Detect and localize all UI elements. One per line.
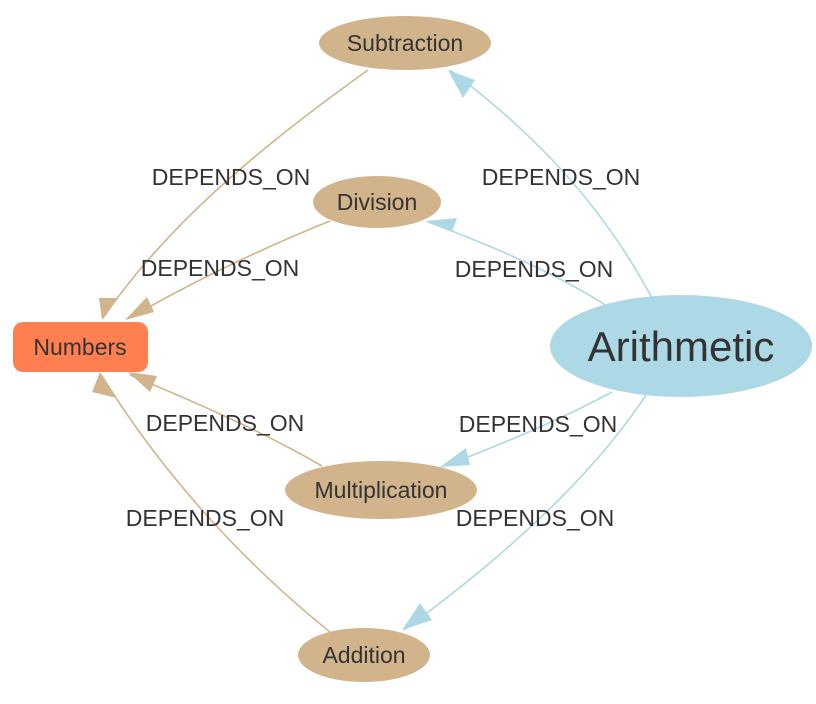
edge-label-addition-numbers: DEPENDS_ON — [126, 505, 284, 531]
node-label-numbers: Numbers — [33, 334, 126, 360]
node-subtraction[interactable]: Subtraction — [319, 16, 491, 70]
arrowhead-icon — [448, 70, 475, 98]
arrowhead-icon — [128, 372, 157, 392]
arrowhead-icon — [125, 297, 154, 320]
edge-label-arithmetic-subtraction: DEPENDS_ON — [482, 164, 640, 190]
arrowhead-icon — [99, 298, 118, 320]
node-label-subtraction: Subtraction — [347, 30, 463, 56]
node-numbers[interactable]: Numbers — [13, 322, 148, 372]
arrowhead-icon — [402, 603, 432, 630]
node-label-division: Division — [337, 189, 418, 215]
edge-label-multiplication-numbers: DEPENDS_ON — [146, 410, 304, 436]
edge-addition-to-numbers — [92, 372, 331, 633]
edge-multiplication-to-numbers — [128, 372, 323, 467]
edge-subtraction-to-numbers — [99, 69, 369, 320]
edge-arithmetic-to-division — [425, 218, 611, 309]
edge-label-subtraction-numbers: DEPENDS_ON — [152, 164, 310, 190]
node-label-addition: Addition — [322, 642, 405, 668]
arrowhead-icon — [92, 372, 117, 398]
arrowhead-icon — [425, 218, 457, 232]
edge-division-to-numbers — [125, 220, 331, 320]
edge-arithmetic-to-subtraction — [448, 69, 654, 301]
edge-arithmetic-to-multiplication — [440, 391, 613, 467]
node-arithmetic[interactable]: Arithmetic — [550, 295, 812, 397]
arrowhead-icon — [440, 448, 470, 467]
node-addition[interactable]: Addition — [298, 628, 430, 682]
node-multiplication[interactable]: Multiplication — [285, 461, 477, 519]
edge-label-arithmetic-addition: DEPENDS_ON — [456, 505, 614, 531]
node-label-arithmetic: Arithmetic — [588, 323, 775, 370]
node-division[interactable]: Division — [313, 176, 441, 228]
edge-label-arithmetic-multiplication: DEPENDS_ON — [459, 411, 617, 437]
edge-label-arithmetic-division: DEPENDS_ON — [455, 256, 613, 282]
node-label-multiplication: Multiplication — [315, 477, 448, 503]
edge-arithmetic-to-addition — [402, 394, 647, 631]
edge-label-division-numbers: DEPENDS_ON — [141, 255, 299, 281]
